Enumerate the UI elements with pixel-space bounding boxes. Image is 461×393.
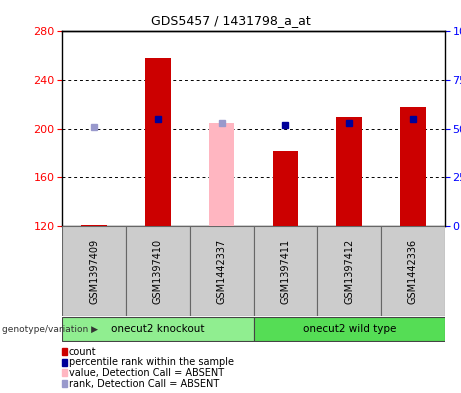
Text: onecut2 knockout: onecut2 knockout — [111, 324, 205, 334]
Text: GDS5457 / 1431798_a_at: GDS5457 / 1431798_a_at — [151, 14, 310, 27]
Bar — [209, 123, 235, 226]
Bar — [62, 317, 254, 342]
Bar — [126, 226, 190, 316]
Text: GSM1397412: GSM1397412 — [344, 239, 354, 304]
Text: percentile rank within the sample: percentile rank within the sample — [69, 357, 234, 367]
Text: rank, Detection Call = ABSENT: rank, Detection Call = ABSENT — [69, 378, 219, 389]
Text: GSM1397409: GSM1397409 — [89, 239, 99, 304]
Text: count: count — [69, 347, 96, 357]
Bar — [317, 226, 381, 316]
Bar — [190, 226, 254, 316]
Bar — [400, 107, 426, 226]
Text: value, Detection Call = ABSENT: value, Detection Call = ABSENT — [69, 368, 224, 378]
Bar — [254, 317, 445, 342]
Bar — [381, 226, 445, 316]
Text: GSM1397411: GSM1397411 — [280, 239, 290, 304]
Bar — [337, 117, 362, 226]
Bar — [254, 226, 317, 316]
Bar — [272, 151, 298, 226]
Bar — [145, 58, 171, 226]
Text: GSM1442337: GSM1442337 — [217, 239, 227, 304]
Text: genotype/variation ▶: genotype/variation ▶ — [2, 325, 98, 334]
Bar — [82, 225, 107, 226]
Text: GSM1442336: GSM1442336 — [408, 239, 418, 304]
Text: GSM1397410: GSM1397410 — [153, 239, 163, 304]
Text: onecut2 wild type: onecut2 wild type — [302, 324, 396, 334]
Bar — [62, 226, 126, 316]
